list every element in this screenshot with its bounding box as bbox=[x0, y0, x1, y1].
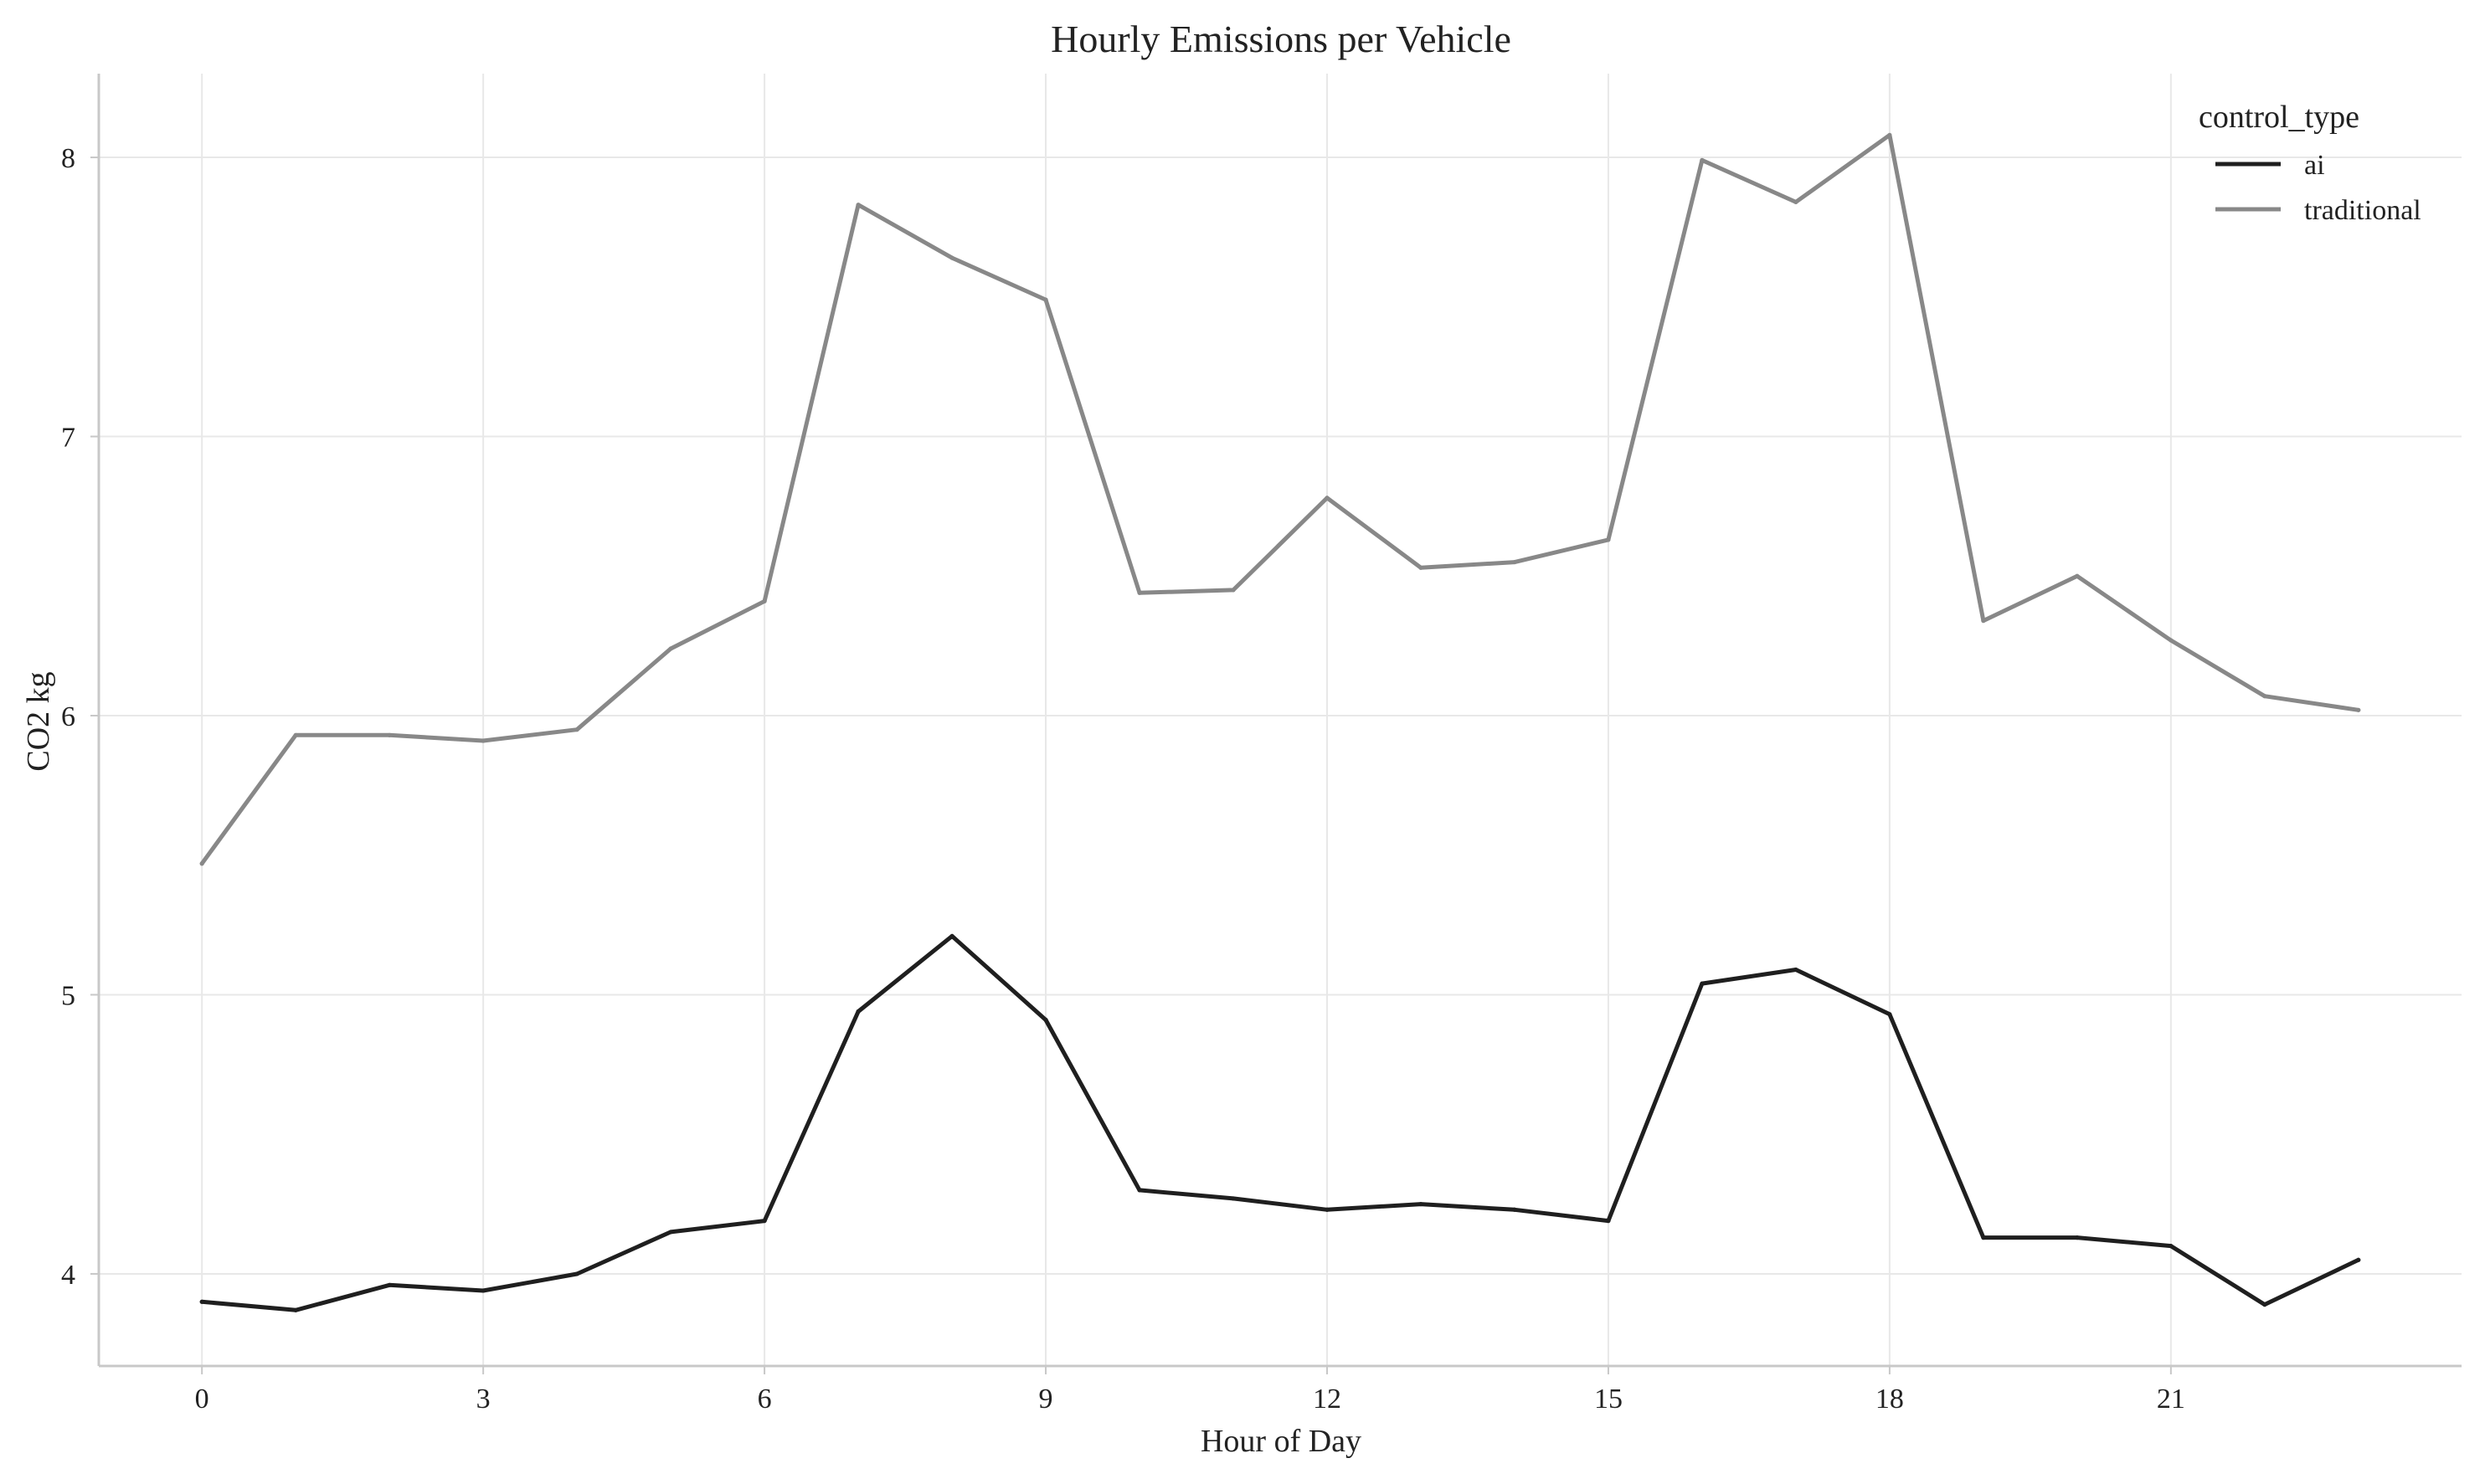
data-point-ai-19 bbox=[1981, 1235, 1986, 1240]
labels-layer: Hourly Emissions per Vehicle Hour of Day… bbox=[21, 18, 1511, 1459]
x-tick-label: 15 bbox=[1594, 1384, 1623, 1415]
data-point-traditional-3 bbox=[481, 738, 486, 743]
data-point-ai-12 bbox=[1325, 1207, 1330, 1212]
data-point-traditional-9 bbox=[1043, 297, 1048, 302]
data-point-traditional-6 bbox=[762, 598, 767, 603]
data-point-traditional-7 bbox=[856, 203, 861, 208]
data-point-traditional-1 bbox=[293, 732, 298, 737]
data-point-traditional-4 bbox=[574, 727, 579, 732]
x-tick-label: 3 bbox=[476, 1384, 491, 1415]
data-point-traditional-16 bbox=[1700, 157, 1705, 162]
data-point-traditional-10 bbox=[1137, 590, 1142, 595]
data-point-traditional-20 bbox=[2075, 573, 2080, 578]
legend: control_type ai traditional bbox=[2199, 100, 2421, 226]
data-point-traditional-15 bbox=[1606, 537, 1611, 542]
x-tick-label: 21 bbox=[2157, 1384, 2185, 1415]
chart-title: Hourly Emissions per Vehicle bbox=[1051, 18, 1511, 60]
data-point-ai-18 bbox=[1887, 1012, 1892, 1017]
data-point-ai-3 bbox=[481, 1288, 486, 1293]
data-point-traditional-23 bbox=[2356, 707, 2361, 712]
data-point-ai-10 bbox=[1137, 1188, 1142, 1193]
series-line-traditional bbox=[199, 132, 2361, 866]
data-point-ai-20 bbox=[2075, 1235, 2080, 1240]
data-point-ai-15 bbox=[1606, 1218, 1611, 1224]
data-point-ai-2 bbox=[387, 1282, 392, 1287]
data-point-traditional-18 bbox=[1887, 132, 1892, 137]
legend-label-traditional: traditional bbox=[2304, 195, 2421, 226]
data-point-ai-21 bbox=[2169, 1244, 2174, 1249]
x-tick-label: 0 bbox=[195, 1384, 209, 1415]
x-tick-label: 18 bbox=[1875, 1384, 1904, 1415]
data-point-ai-17 bbox=[1793, 967, 1798, 973]
y-tick-label: 6 bbox=[61, 701, 75, 732]
x-tick-label: 12 bbox=[1313, 1384, 1341, 1415]
data-point-traditional-19 bbox=[1981, 619, 1986, 624]
series-layer bbox=[199, 132, 2361, 1312]
grid-layer bbox=[99, 74, 2462, 1366]
data-point-traditional-0 bbox=[199, 861, 204, 866]
data-point-traditional-2 bbox=[387, 732, 392, 737]
y-axis-title: CO2 kg bbox=[21, 671, 56, 771]
data-point-ai-0 bbox=[199, 1299, 204, 1304]
data-point-traditional-11 bbox=[1231, 588, 1236, 593]
data-point-traditional-13 bbox=[1418, 565, 1423, 570]
data-point-traditional-21 bbox=[2169, 638, 2174, 643]
data-point-ai-6 bbox=[762, 1218, 767, 1224]
data-point-traditional-8 bbox=[949, 255, 954, 260]
y-tick-label: 4 bbox=[61, 1260, 75, 1291]
data-point-ai-1 bbox=[293, 1307, 298, 1312]
data-point-ai-16 bbox=[1700, 981, 1705, 986]
data-point-ai-9 bbox=[1043, 1017, 1048, 1023]
data-point-ai-5 bbox=[668, 1230, 673, 1235]
data-point-ai-14 bbox=[1512, 1207, 1517, 1212]
data-point-traditional-17 bbox=[1793, 199, 1798, 204]
data-point-ai-23 bbox=[2356, 1257, 2361, 1262]
y-tick-label: 5 bbox=[61, 980, 75, 1011]
data-point-ai-13 bbox=[1418, 1201, 1423, 1207]
axes-layer: 0 3 6 9 12 15 18 21 4 5 6 7 8 bbox=[61, 74, 2462, 1415]
data-point-ai-7 bbox=[856, 1009, 861, 1014]
data-point-traditional-12 bbox=[1325, 496, 1330, 501]
data-point-ai-22 bbox=[2262, 1302, 2267, 1307]
y-tick-label: 8 bbox=[61, 143, 75, 174]
data-point-ai-8 bbox=[949, 933, 954, 939]
y-tick-label: 7 bbox=[61, 423, 75, 454]
series-line-ai bbox=[199, 933, 2361, 1312]
data-point-traditional-14 bbox=[1512, 559, 1517, 565]
legend-title: control_type bbox=[2199, 100, 2359, 135]
data-point-ai-4 bbox=[574, 1271, 579, 1276]
x-tick-label: 9 bbox=[1039, 1384, 1053, 1415]
data-point-traditional-22 bbox=[2262, 694, 2267, 699]
legend-label-ai: ai bbox=[2304, 150, 2325, 181]
data-point-ai-11 bbox=[1231, 1196, 1236, 1201]
x-tick-label: 6 bbox=[758, 1384, 772, 1415]
data-point-traditional-5 bbox=[668, 646, 673, 651]
x-axis-title: Hour of Day bbox=[1201, 1424, 1361, 1459]
